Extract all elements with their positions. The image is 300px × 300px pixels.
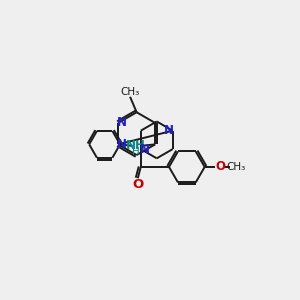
Text: O: O [215,160,225,173]
Text: CH₃: CH₃ [226,162,245,172]
Text: N: N [117,116,127,130]
Text: NH: NH [126,139,146,152]
Text: CH₃: CH₃ [121,87,140,97]
Text: O: O [132,178,143,191]
Text: N: N [140,142,150,156]
Text: N: N [117,138,127,152]
Text: N: N [164,124,174,137]
Text: H: H [132,147,140,158]
